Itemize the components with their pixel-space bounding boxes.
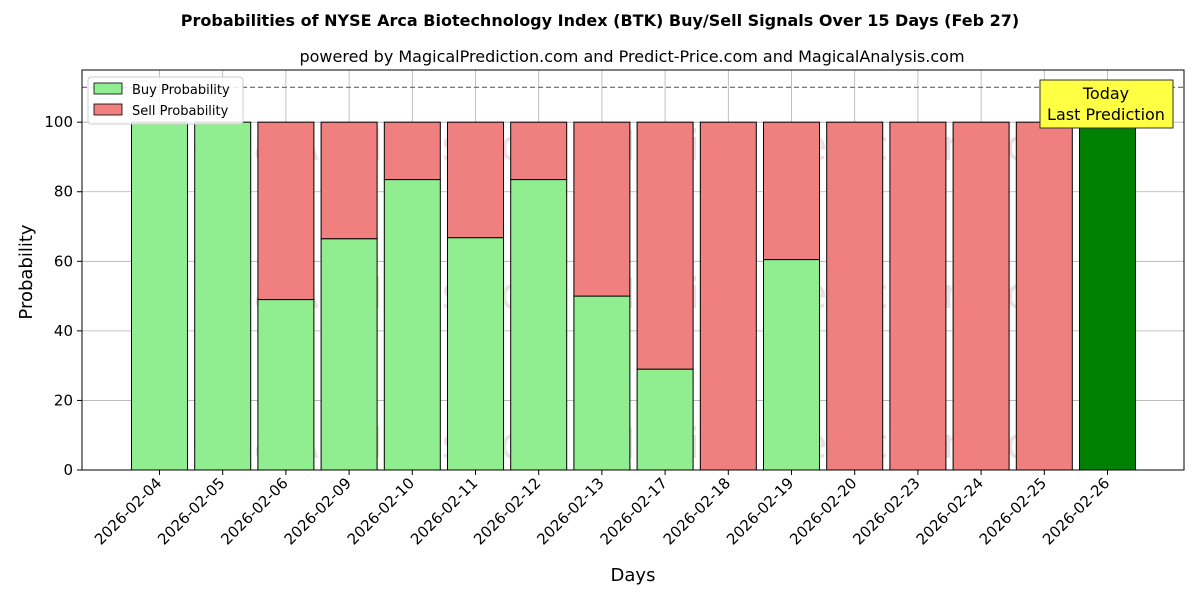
sell-bar <box>320 121 378 240</box>
buy-bar <box>194 121 252 471</box>
axes-layer <box>81 69 1185 471</box>
sell-bar <box>763 121 820 261</box>
legend-label-sell: Sell Probability <box>132 104 229 119</box>
x-tick-label: 2026-02-11 <box>407 474 481 548</box>
sell-bar <box>447 121 504 239</box>
x-tick-label: 2026-02-05 <box>154 474 228 548</box>
annotation-line2: Last Prediction <box>1047 105 1165 124</box>
sell-bar <box>573 121 631 297</box>
sell-bar <box>636 121 694 370</box>
x-tick-label: 2026-02-24 <box>913 474 987 548</box>
y-tick-label: 40 <box>54 322 73 340</box>
y-tick-label: 100 <box>44 113 73 131</box>
y-tick-label: 80 <box>54 183 73 201</box>
bars-layer <box>131 121 1136 471</box>
legend: Buy Probability Sell Probability <box>87 76 244 125</box>
buy-bar <box>383 179 441 471</box>
x-tick-label: 2026-02-09 <box>281 474 355 548</box>
buy-bar <box>573 295 631 471</box>
x-tick-label: 2026-02-17 <box>597 474 671 548</box>
legend-box <box>87 76 244 125</box>
chart-title: Probabilities of NYSE Arca Biotechnology… <box>181 11 1019 30</box>
sell-bar <box>889 121 947 471</box>
x-axis-label: Days <box>611 565 656 586</box>
sell-bar <box>257 121 315 301</box>
sell-bar <box>510 121 568 181</box>
x-tick-label: 2026-02-20 <box>786 474 860 548</box>
buy-bar <box>763 259 820 471</box>
sell-bar <box>952 121 1010 471</box>
buy-bar <box>131 121 188 471</box>
buy-bar <box>320 238 378 471</box>
today-annotation: Today Last Prediction <box>1039 79 1174 129</box>
legend-swatch-sell <box>93 103 123 116</box>
chart-subtitle: powered by MagicalPrediction.com and Pre… <box>299 47 964 66</box>
y-tick-label: 20 <box>54 391 73 409</box>
sell-bar <box>826 121 884 471</box>
legend-label-buy: Buy Probability <box>132 83 230 98</box>
x-tick-label: 2026-02-18 <box>660 474 734 548</box>
x-tick-label: 2026-02-06 <box>217 474 291 548</box>
x-tick-label: 2026-02-26 <box>1039 474 1113 548</box>
buy-bar <box>1079 121 1136 471</box>
x-tick-label: 2026-02-04 <box>91 474 165 548</box>
y-tick-label: 0 <box>63 461 73 479</box>
x-tick-label: 2026-02-19 <box>723 474 797 548</box>
y-tick-label: 60 <box>54 252 73 270</box>
x-tick-label: 2026-02-10 <box>344 474 418 548</box>
x-tick-label: 2026-02-25 <box>976 474 1050 548</box>
buy-bar <box>636 368 694 471</box>
y-axis-label: Probability <box>16 224 37 319</box>
annotation-box <box>1039 79 1174 129</box>
x-tick-label: 2026-02-12 <box>470 474 544 548</box>
x-tick-label: 2026-02-13 <box>533 474 607 548</box>
sell-bar <box>699 121 757 471</box>
plot-frame <box>81 69 1185 471</box>
buy-bar <box>257 299 315 471</box>
sell-bar <box>1015 121 1073 471</box>
x-tick-label: 2026-02-23 <box>849 474 923 548</box>
sell-bar <box>383 121 441 181</box>
legend-swatch-buy <box>93 82 123 95</box>
annotation-line1: Today <box>1082 84 1129 103</box>
buy-bar <box>447 237 504 471</box>
buy-bar <box>510 179 568 471</box>
